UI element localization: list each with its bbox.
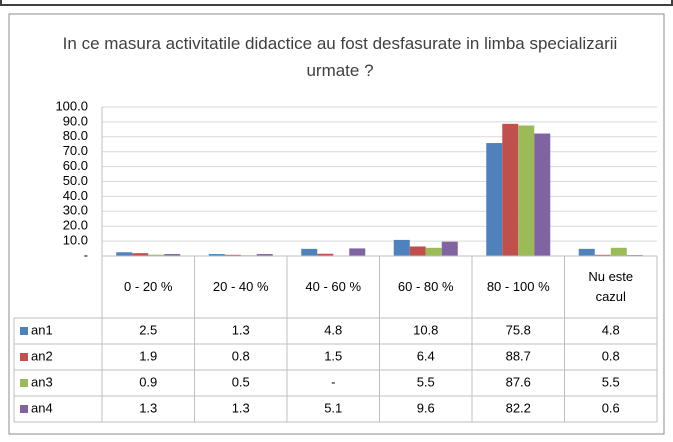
legend-label: an1: [31, 322, 53, 337]
x-tick-label: 40 - 60 %: [305, 279, 362, 294]
legend-label: an3: [31, 374, 53, 389]
table-value: 75.8: [506, 322, 531, 337]
legend-label: an2: [31, 348, 53, 363]
bar: [502, 123, 519, 256]
table-value: 5.5: [417, 374, 435, 389]
table-value: 5.5: [602, 374, 620, 389]
bar: [224, 254, 241, 256]
table-value: 1.3: [139, 400, 157, 415]
y-tick-label: 10.0: [63, 233, 88, 248]
cell-wrap: 40 - 60 %: [287, 256, 380, 318]
bar: [534, 133, 551, 256]
bar: [317, 253, 334, 256]
category-cell: 0 - 20 %: [102, 256, 195, 318]
bar: [208, 254, 225, 256]
chart-title: In ce masura activitatile didactice au f…: [62, 34, 618, 80]
table-value: 0.8: [232, 348, 250, 363]
category-cell: 20 - 40 %: [195, 256, 288, 318]
table-value: 6.4: [417, 348, 435, 363]
table-value: -: [331, 374, 335, 389]
table-value: 0.6: [602, 400, 620, 415]
cell-wrap: 0 - 20 %: [102, 256, 195, 318]
chart-frame: [8, 13, 665, 435]
cell-wrap: 60 - 80 %: [380, 256, 473, 318]
y-tick-label: 30.0: [63, 203, 88, 218]
bar: [409, 246, 426, 256]
bar: [518, 125, 535, 256]
cell-wrap: 80 - 100 %: [472, 256, 565, 318]
bar: [441, 241, 458, 256]
table-value: 1.9: [139, 348, 157, 363]
bar: [610, 247, 627, 256]
x-tick-label: 80 - 100 %: [486, 279, 550, 294]
bar: [116, 252, 133, 256]
table-value: 0.9: [139, 374, 157, 389]
table-value: 10.8: [413, 322, 438, 337]
table-value: 0.5: [232, 374, 250, 389]
y-tick-label: 50.0: [63, 173, 88, 188]
bar: [256, 254, 273, 256]
bar: [486, 143, 503, 256]
cell-wrap: 20 - 40 %: [195, 256, 288, 318]
table-value: 2.5: [139, 322, 157, 337]
bar: [425, 247, 442, 256]
x-tick-label: 0 - 20 %: [124, 279, 173, 294]
table-value: 1.5: [324, 348, 342, 363]
y-tick-label: 90.0: [63, 113, 88, 128]
table-value: 1.3: [232, 322, 250, 337]
bar: [301, 248, 318, 256]
x-tick-label: 20 - 40 %: [212, 279, 269, 294]
y-tick-label: 70.0: [63, 143, 88, 158]
legend-swatch: [20, 353, 28, 361]
table-value: 0.8: [602, 348, 620, 363]
bar: [132, 253, 149, 256]
category-cell: 80 - 100 %: [472, 256, 565, 318]
cell-wrap: Nu este cazul: [565, 256, 658, 318]
table-value: 4.8: [602, 322, 620, 337]
bar: [578, 248, 595, 256]
bar: [393, 239, 410, 256]
y-tick-label: 100.0: [55, 98, 88, 113]
category-cell: Nu este cazul: [565, 256, 658, 318]
title-box: In ce masura activitatile didactice au f…: [62, 34, 618, 80]
bar: [594, 254, 611, 256]
table-value: 82.2: [506, 400, 531, 415]
y-tick-label: 20.0: [63, 218, 88, 233]
table-value: 5.1: [324, 400, 342, 415]
table-value: 4.8: [324, 322, 342, 337]
y-tick-label: 60.0: [63, 158, 88, 173]
y-tick-label: -: [84, 247, 88, 262]
table-value: 87.6: [506, 374, 531, 389]
legend-swatch: [20, 405, 28, 413]
legend-swatch: [20, 379, 28, 387]
table-value: 9.6: [417, 400, 435, 415]
category-cell: 40 - 60 %: [287, 256, 380, 318]
x-tick-label: Nu este cazul: [588, 269, 634, 304]
table-value: 1.3: [232, 400, 250, 415]
bar: [164, 254, 181, 256]
legend-label: an4: [31, 400, 53, 415]
bar: [349, 248, 366, 256]
legend-swatch: [20, 327, 28, 335]
table-value: 88.7: [506, 348, 531, 363]
bar: [148, 254, 165, 256]
y-tick-label: 80.0: [63, 128, 88, 143]
x-tick-label: 60 - 80 %: [397, 279, 454, 294]
y-tick-label: 40.0: [63, 188, 88, 203]
category-cell: 60 - 80 %: [380, 256, 473, 318]
